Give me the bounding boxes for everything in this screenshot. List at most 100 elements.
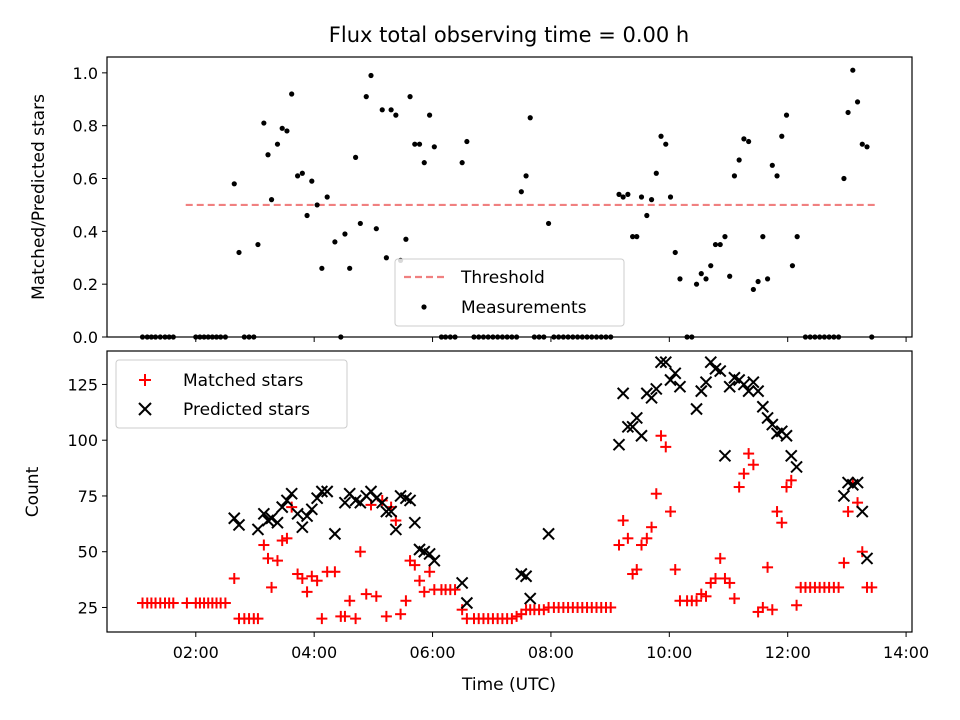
top-y-tick-label: 0.4 [73,222,98,241]
predicted-star-point [751,384,765,398]
measurement-point [672,249,678,256]
matched-star-point [344,595,356,607]
measurement-point [712,241,719,248]
matched-star-point [296,572,308,584]
bottom-x-ticks: 02:00 04:00 06:00 08:00 10:00 12:00 14:00 [173,632,929,662]
measurement-point [779,133,785,139]
top-y-axis-label: Matched/Predicted stars [29,94,49,300]
measurement-point [703,276,709,282]
matched-star-point [771,506,783,518]
measurement-point [363,94,369,100]
measurement-point [279,125,285,131]
measurement-point [459,160,465,166]
matched-star-point [409,559,421,571]
top-y-tick-label: 0.8 [73,117,98,136]
measurement-point [274,141,281,147]
measurement-point [854,99,861,105]
matched-star-point [301,586,313,598]
predicted-star-point [780,429,793,442]
matched-star-point [281,532,293,544]
legend-matched-swatch [139,374,151,386]
matched-star-point [339,610,351,622]
predicted-star-point [408,516,422,529]
predicted-star-point [271,516,284,529]
legend-predicted-label: Predicted stars [183,400,310,420]
top-legend-frame [394,258,625,327]
matched-star-point [776,517,788,529]
measurement-point [284,128,290,134]
top-y-tick-label: 1.0 [73,64,98,83]
bottom-axes-frame [106,350,913,633]
predicted-star-point [338,496,352,509]
measurement-point [368,72,374,79]
measurement-point [789,263,796,269]
matched-star-point [418,586,430,598]
matched-star-point [506,613,518,625]
top-y-tick-label: 0.0 [73,328,98,347]
predicted-star-point [612,438,626,451]
matched-star-point [838,557,850,569]
measurement-point [625,191,631,197]
predicted-star-point [542,527,555,541]
predicted-star-point [280,494,294,507]
legend-measurements-swatch [421,304,427,310]
matched-star-point [650,488,662,500]
bottom-y-axis-label: Count [23,466,43,517]
matched-star-point [449,584,461,596]
matched-star-point [856,546,868,558]
matched-star-point [511,610,523,622]
predicted-star-point [380,505,393,518]
measurement-point [764,276,771,282]
matched-star-point [743,448,755,460]
matched-star-point [641,532,653,544]
bottom-y-tick-label: 125 [67,375,98,394]
matched-star-point [271,555,283,567]
predicted-star-point [690,402,703,416]
measurement-point [319,265,325,271]
predicted-star-point [310,491,324,505]
measurement-point [663,141,669,147]
legend-predicted-swatch [138,402,152,416]
measurement-point [638,194,645,200]
matched-star-point [766,604,778,616]
matched-star-point [266,581,278,593]
predicted-star-point [428,554,441,567]
measurement-point [841,175,847,182]
matched-star-point [655,430,667,442]
matched-star-point [695,588,707,600]
measurement-point [268,197,275,203]
matched-star-point [833,581,845,593]
matched-star-point [605,601,617,613]
matched-star-point [354,546,366,558]
top-x-ticks [195,337,907,342]
x-tick-label: 04:00 [291,643,337,662]
measurement-point [342,231,348,237]
measurement-point [261,120,267,126]
predicted-star-point [305,503,319,516]
predicted-star-point [635,429,648,442]
measurement-point [255,241,261,248]
measurement-point [347,265,353,271]
measurement-point [527,115,533,121]
predicted-star-point [742,384,755,398]
bottom-axes: 25 50 75 100 125 02:00 04:00 06:00 08:00 10:00 12… [23,350,929,695]
matched-star-point [252,613,264,625]
matched-star-point [866,581,878,593]
x-tick-label: 06:00 [409,643,455,662]
top-y-ticks: 0.0 0.2 0.4 0.6 0.8 1.0 [73,64,107,347]
predicted-star-point [630,411,643,425]
matched-star-point [456,604,468,616]
measurement-point [634,234,640,240]
measurement-point [393,112,399,118]
predicted-star-point [659,355,672,369]
matched-star-point [167,597,179,609]
measurement-point [379,107,385,113]
predicted-star-point [300,509,314,523]
matched-star-point [395,608,407,620]
bottom-y-tick-label: 75 [78,487,98,506]
measurement-point [722,234,728,240]
measurement-point [545,220,552,227]
matched-star-point [613,539,625,551]
matched-star-point [646,521,658,533]
x-tick-label: 08:00 [528,643,574,662]
